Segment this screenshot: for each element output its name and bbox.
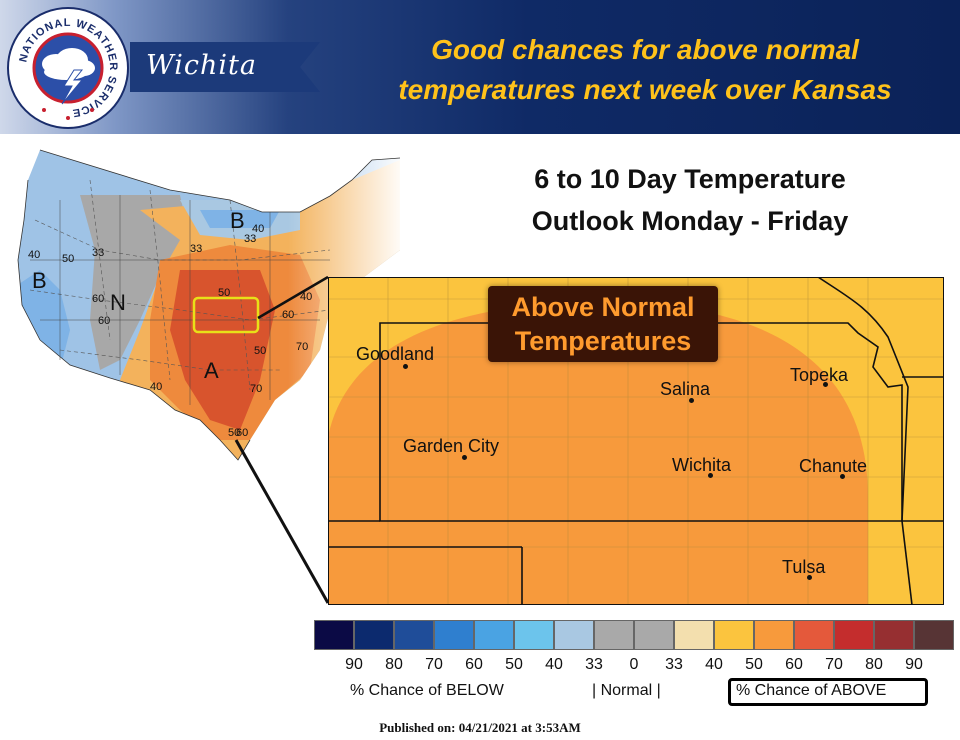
legend-swatch	[754, 620, 794, 650]
header-bar: NATIONAL WEATHER SERVICE Wichita Good ch…	[0, 0, 960, 134]
legend-tick: 80	[865, 656, 883, 673]
legend-tick: 33	[665, 656, 683, 673]
legend-swatch	[914, 620, 954, 650]
above-normal-region	[328, 302, 868, 605]
legend-swatch	[354, 620, 394, 650]
legend-swatch	[394, 620, 434, 650]
city-label: Garden City	[403, 436, 500, 456]
city-dot	[403, 364, 408, 369]
legend-tick: 90	[345, 656, 363, 673]
contour-label: 33	[190, 243, 202, 255]
legend-swatch	[834, 620, 874, 650]
city-dot	[462, 455, 467, 460]
category-letter: B	[32, 268, 47, 293]
legend-tick: 40	[545, 656, 563, 673]
outlook-title-line-1: 6 to 10 Day Temperature	[534, 164, 846, 194]
office-banner	[130, 42, 320, 92]
legend-tick: 60	[785, 656, 803, 673]
legend-color-bar	[314, 620, 954, 650]
contour-label: 70	[250, 383, 262, 395]
nws-logo: NATIONAL WEATHER SERVICE	[7, 7, 129, 129]
legend-tick: 90	[905, 656, 923, 673]
legend-swatch	[714, 620, 754, 650]
legend-below-label: % Chance of BELOW	[350, 682, 504, 699]
legend-above-label: % Chance of ABOVE	[736, 682, 887, 699]
callout-line-1: Above Normal	[511, 292, 695, 322]
legend-tick: 70	[425, 656, 443, 673]
city-label: Wichita	[672, 455, 732, 475]
outlook-title-line-2: Outlook Monday - Friday	[531, 206, 849, 236]
legend-tick: 33	[585, 656, 603, 673]
contour-label: 40	[150, 381, 162, 393]
legend-swatch	[674, 620, 714, 650]
legend-swatch	[634, 620, 674, 650]
legend-swatch	[474, 620, 514, 650]
city-dot	[823, 382, 828, 387]
legend-above-box	[728, 678, 928, 706]
contour-label: 70	[296, 341, 308, 353]
callout-line-2: Temperatures	[514, 326, 692, 356]
contour-label: 40	[300, 291, 312, 303]
city-label: Salina	[660, 379, 711, 399]
category-letter: B	[230, 208, 245, 233]
city-label: Tulsa	[782, 557, 826, 577]
city-label: Chanute	[799, 456, 868, 476]
city-label: Goodland	[356, 344, 435, 364]
headline-line-2: temperatures next week over Kansas	[398, 74, 892, 105]
legend-swatch	[314, 620, 354, 650]
contour-label: 50	[228, 427, 240, 439]
contour-label: 33	[244, 233, 256, 245]
city-dot	[689, 398, 694, 403]
headline: Good chances for above normal temperatur…	[340, 30, 950, 110]
contour-label: 50	[218, 287, 230, 299]
category-letter: N	[110, 290, 126, 315]
legend-swatch	[794, 620, 834, 650]
outlook-title: 6 to 10 Day Temperature Outlook Monday -…	[470, 158, 910, 242]
legend-tick: 80	[385, 656, 403, 673]
legend-swatch	[554, 620, 594, 650]
city-dot	[840, 474, 845, 479]
contour-label: 60	[92, 293, 104, 305]
legend-tick: 60	[465, 656, 483, 673]
legend-tick: 70	[825, 656, 843, 673]
above-normal-callout: Above Normal Temperatures	[488, 286, 718, 362]
kansas-border	[379, 322, 903, 522]
contour-label: 60	[282, 309, 294, 321]
headline-line-1: Good chances for above normal	[431, 34, 859, 65]
published-timestamp: Published on: 04/21/2021 at 3:53AM	[379, 720, 581, 735]
city-label: Topeka	[790, 365, 849, 385]
legend-tick: 40	[705, 656, 723, 673]
contour-label: 60	[98, 315, 110, 327]
office-label: Wichita	[146, 50, 258, 81]
legend-tick: 50	[745, 656, 763, 673]
contour-label: 50	[62, 253, 74, 265]
contour-label: 40	[28, 249, 40, 261]
legend-swatch	[874, 620, 914, 650]
legend-normal-label: | Normal |	[592, 682, 661, 699]
legend-tick: 50	[505, 656, 523, 673]
city-dot	[708, 473, 713, 478]
legend-swatch	[514, 620, 554, 650]
legend-tick: 0	[629, 656, 639, 673]
contour-label: 60	[236, 427, 248, 439]
category-letter: A	[204, 358, 219, 383]
contour-label: 40	[252, 223, 264, 235]
legend-swatch	[434, 620, 474, 650]
contour-label: 33	[92, 247, 104, 259]
contour-label: 50	[254, 345, 266, 357]
city-dot	[807, 575, 812, 580]
legend-swatch	[594, 620, 634, 650]
